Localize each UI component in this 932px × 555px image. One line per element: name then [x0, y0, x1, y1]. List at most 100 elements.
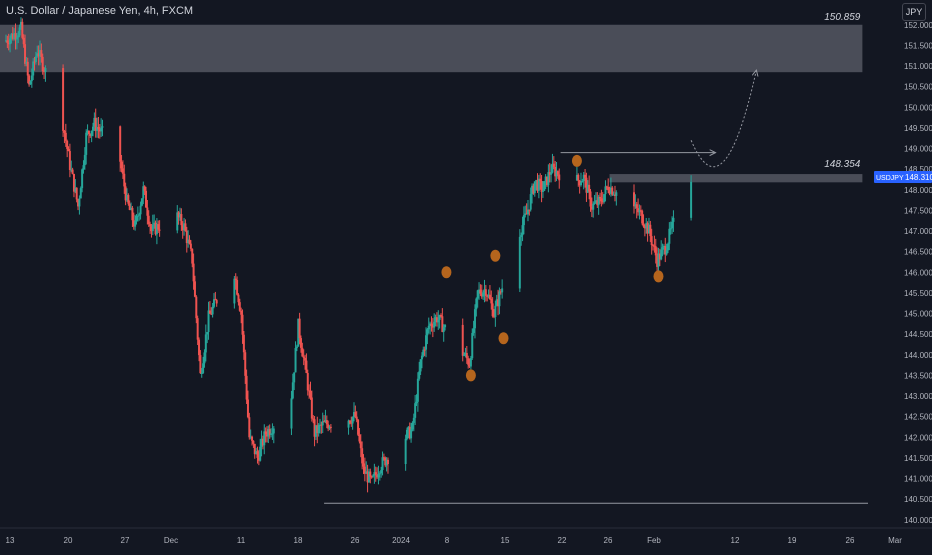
candle-body — [386, 459, 389, 465]
x-tick-label: 26 — [604, 536, 613, 545]
candle-body — [14, 33, 17, 40]
candle-body — [487, 294, 490, 297]
y-tick-label: 151.000 — [904, 62, 932, 71]
swing-marker-4 — [571, 154, 582, 167]
candle-body — [297, 318, 300, 347]
candle-body — [19, 21, 22, 28]
candle-body — [471, 332, 474, 359]
candle-body — [488, 294, 491, 300]
candle-body — [301, 347, 304, 357]
candle-body — [548, 172, 551, 175]
candle-body — [520, 235, 523, 237]
candle-body — [290, 398, 293, 429]
candle-body — [433, 321, 436, 328]
candle-body — [385, 459, 388, 466]
candle-body — [423, 349, 426, 351]
candle-body — [255, 451, 258, 455]
candle-body — [588, 184, 591, 192]
candle-body — [138, 214, 141, 216]
candle-body — [132, 220, 135, 227]
candle-body — [256, 451, 259, 458]
candle-body — [608, 190, 611, 194]
candle-body — [155, 224, 158, 235]
candle-body — [555, 171, 558, 177]
candle-body — [63, 130, 66, 133]
candle-body — [291, 382, 294, 399]
candle-body — [187, 239, 190, 244]
candle-body — [437, 319, 440, 323]
candle-body — [664, 246, 667, 255]
candle-body — [554, 166, 557, 177]
candle-body — [302, 356, 305, 358]
candle-body — [188, 239, 191, 244]
candle-body — [70, 169, 73, 171]
candle-body — [672, 217, 675, 222]
candle-body — [585, 177, 588, 193]
candle-body — [347, 420, 350, 428]
candle-body — [637, 208, 640, 213]
candle-body — [461, 324, 464, 356]
y-tick-label: 148.000 — [904, 186, 932, 195]
candle-body — [199, 355, 202, 374]
candle-body — [406, 429, 409, 439]
candle-body — [316, 425, 319, 434]
candle-body — [408, 426, 411, 439]
supply-zone-label: 150.859 — [824, 12, 861, 23]
candle-body — [581, 181, 584, 183]
swing-marker-3 — [498, 332, 509, 345]
current-price-label: 148.310 — [905, 173, 932, 182]
x-tick-label: 15 — [501, 536, 510, 545]
candle-body — [541, 190, 544, 192]
candle-body — [312, 418, 315, 420]
candle-body — [41, 56, 44, 72]
candle-body — [192, 263, 195, 282]
candle-body — [158, 229, 161, 231]
candle-body — [234, 278, 237, 281]
candle-body — [202, 363, 205, 373]
candle-body — [294, 348, 297, 373]
candle-body — [479, 289, 482, 294]
candle-body — [101, 126, 104, 128]
candle-body — [267, 429, 270, 437]
candle-body — [537, 178, 540, 191]
candle-body — [613, 194, 616, 196]
time-axis-bg — [0, 528, 932, 550]
candle-body — [241, 314, 244, 335]
candle-body — [532, 185, 535, 194]
candle-body — [200, 372, 203, 374]
candle-body — [125, 195, 128, 201]
candle-body — [151, 224, 154, 232]
candle-body — [352, 412, 355, 418]
y-tick-label: 150.000 — [904, 103, 932, 112]
candle-body — [498, 291, 501, 307]
candle-body — [669, 228, 672, 230]
candle-body — [177, 212, 180, 218]
candle-body — [82, 165, 85, 170]
candle-body — [21, 21, 24, 38]
candle-body — [198, 339, 201, 356]
candle-body — [370, 476, 373, 478]
candle-body — [593, 202, 596, 204]
candle-body — [211, 306, 214, 315]
candle-body — [214, 299, 217, 301]
y-tick-label: 140.500 — [904, 495, 932, 504]
candle-body — [521, 225, 524, 236]
candle-body — [299, 338, 302, 348]
candle-body — [319, 424, 322, 426]
y-tick-label: 151.500 — [904, 41, 932, 50]
x-tick-label: 26 — [351, 536, 360, 545]
price-axis-bg — [868, 0, 932, 550]
candle-body — [539, 178, 542, 182]
currency-button[interactable]: JPY — [902, 3, 926, 21]
candle-body — [431, 326, 434, 328]
candle-body — [425, 335, 428, 350]
candle-body — [85, 132, 88, 155]
candle-body — [204, 334, 207, 353]
candle-body — [649, 224, 652, 237]
candle-body — [528, 209, 531, 211]
level-zone — [609, 174, 863, 183]
x-tick-label: 8 — [445, 536, 450, 545]
candle-body — [203, 352, 206, 364]
